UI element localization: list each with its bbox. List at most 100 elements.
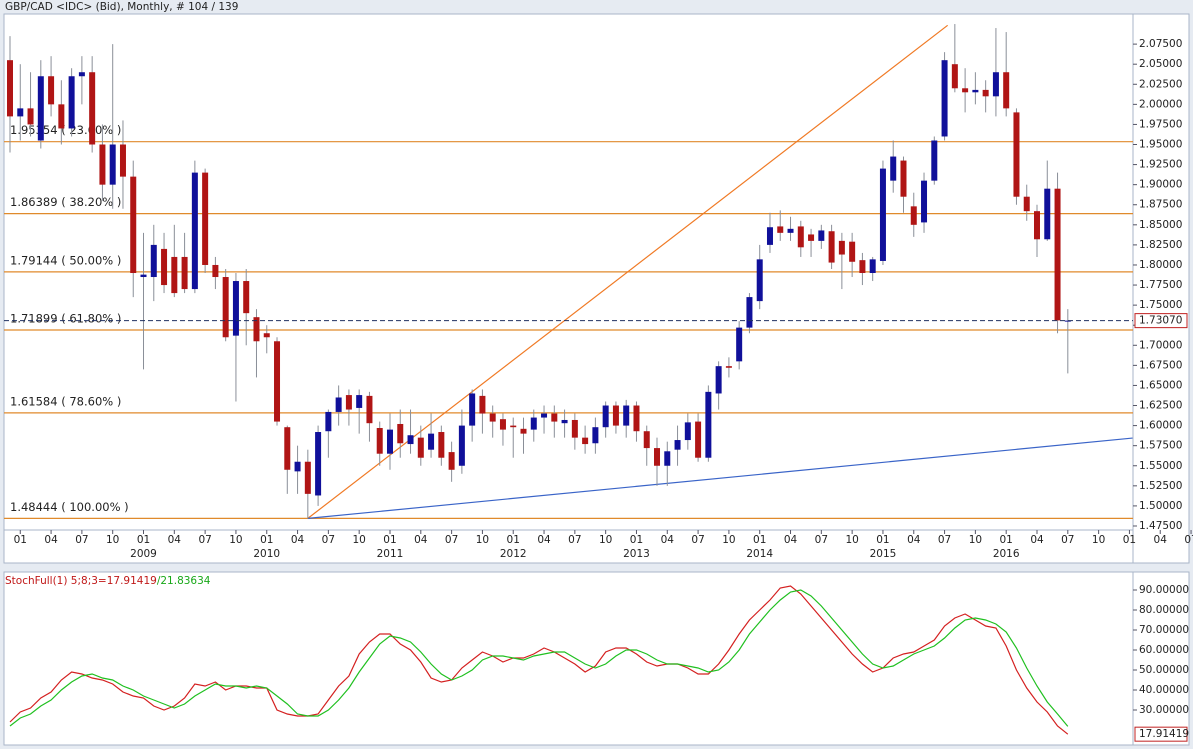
candle-body (1064, 320, 1071, 322)
x-tick-label: 07 (815, 534, 828, 546)
y-tick-label: 1.70000 (1139, 339, 1182, 351)
stoch-line (9, 585, 1069, 735)
candle-body (890, 156, 897, 181)
x-tick-label: 04 (291, 534, 305, 546)
candle-body (48, 76, 55, 105)
candle-body (68, 76, 75, 129)
candle-body (530, 417, 537, 430)
x-tick-label: 04 (44, 534, 58, 546)
candle-body (633, 405, 640, 432)
fib-label: 1.95354 ( 23.60% ) (10, 123, 121, 137)
candle-body (438, 432, 445, 458)
x-tick-label: 01 (1123, 534, 1136, 546)
y-tick-label: 2.02500 (1139, 78, 1182, 90)
year-label: 2011 (377, 548, 404, 560)
x-tick-label: 10 (1092, 534, 1105, 546)
candle-body (818, 230, 825, 241)
y-tick-label: 1.60000 (1139, 420, 1182, 432)
y-tick-label: 1.85000 (1139, 219, 1182, 231)
candle-body (99, 144, 106, 185)
x-tick-label: 04 (1030, 534, 1044, 546)
candle-body (469, 393, 476, 426)
candle-body (612, 405, 619, 426)
candle-body (592, 427, 599, 444)
candle-body (202, 172, 209, 265)
candle-body (366, 395, 373, 424)
x-tick-label: 07 (1061, 534, 1074, 546)
year-label: 2014 (746, 548, 773, 560)
candle-body (849, 241, 856, 262)
candle-body (315, 432, 322, 496)
x-tick-label: 10 (722, 534, 735, 546)
candle-body (910, 206, 917, 225)
candle-body (520, 428, 527, 434)
y-tick-label: 1.82500 (1139, 239, 1182, 251)
candle-body (838, 240, 845, 255)
x-tick-label: 04 (661, 534, 675, 546)
y-tick-label: 1.92500 (1139, 159, 1182, 171)
x-tick-label: 01 (630, 534, 643, 546)
candle-body (736, 327, 743, 362)
candle-body (962, 88, 969, 93)
chart-title: GBP/CAD <IDC> (Bid), Monthly, # 104 / 13… (5, 1, 238, 13)
x-tick-label: 01 (383, 534, 396, 546)
y-tick-label: 30.00000 (1139, 704, 1189, 716)
candle-body (879, 168, 886, 261)
x-tick-label: 10 (476, 534, 489, 546)
candle-body (787, 228, 794, 233)
candle-body (551, 413, 558, 422)
stoch-axis (1132, 571, 1190, 746)
stoch-value-label: 17.91419 (1139, 728, 1189, 740)
x-tick-label: 01 (14, 534, 27, 546)
stoch-d-value: 21.83634 (160, 575, 210, 587)
candle-body (356, 395, 363, 408)
candle-body (797, 226, 804, 248)
y-tick-label: 60.00000 (1139, 644, 1189, 656)
fib-label: 1.79144 ( 50.00% ) (10, 253, 121, 267)
x-tick-label: 07 (198, 534, 211, 546)
candle-body (602, 405, 609, 428)
candle-body (304, 461, 311, 494)
candle-body (715, 366, 722, 394)
fib-label: 1.71899 ( 61.80% ) (10, 312, 121, 326)
x-tick-label: 01 (1000, 534, 1013, 546)
candle-body (808, 234, 815, 241)
candle-body (17, 108, 24, 117)
year-label: 2016 (993, 548, 1020, 560)
candle-body (654, 448, 661, 466)
candle-body (417, 437, 424, 458)
year-label: 2015 (870, 548, 897, 560)
x-tick-label: 07 (322, 534, 335, 546)
year-label: 2010 (253, 548, 280, 560)
x-tick-label: 07 (938, 534, 951, 546)
candle-body (150, 244, 157, 278)
candle-body (869, 259, 876, 274)
candle-body (921, 180, 928, 223)
y-tick-label: 2.05000 (1139, 58, 1182, 70)
y-tick-label: 50.00000 (1139, 664, 1189, 676)
x-tick-label: 10 (969, 534, 982, 546)
y-tick-label: 1.55000 (1139, 460, 1182, 472)
candle-body (78, 72, 85, 77)
y-tick-label: 40.00000 (1139, 684, 1189, 696)
x-tick-label: 01 (137, 534, 150, 546)
stoch-panel (3, 571, 1134, 746)
x-tick-label: 04 (784, 534, 798, 546)
candle-body (191, 172, 198, 290)
candle-body (140, 274, 147, 278)
fib-label: 1.61584 ( 78.60% ) (10, 394, 121, 408)
y-tick-label: 1.77500 (1139, 279, 1182, 291)
fib-label: 1.48444 ( 100.00% ) (10, 500, 129, 514)
candle-body (345, 395, 352, 410)
y-tick-label: 1.95000 (1139, 139, 1182, 151)
year-label: 2009 (130, 548, 157, 560)
y-tick-label: 1.80000 (1139, 259, 1182, 271)
candle-body (766, 227, 773, 245)
candle-body (181, 256, 188, 290)
candle-body (972, 89, 979, 93)
x-tick-label: 10 (106, 534, 119, 546)
candle-body (161, 248, 168, 286)
trendline (307, 24, 949, 519)
y-tick-label: 1.75000 (1139, 299, 1182, 311)
stoch-line (9, 589, 1069, 727)
